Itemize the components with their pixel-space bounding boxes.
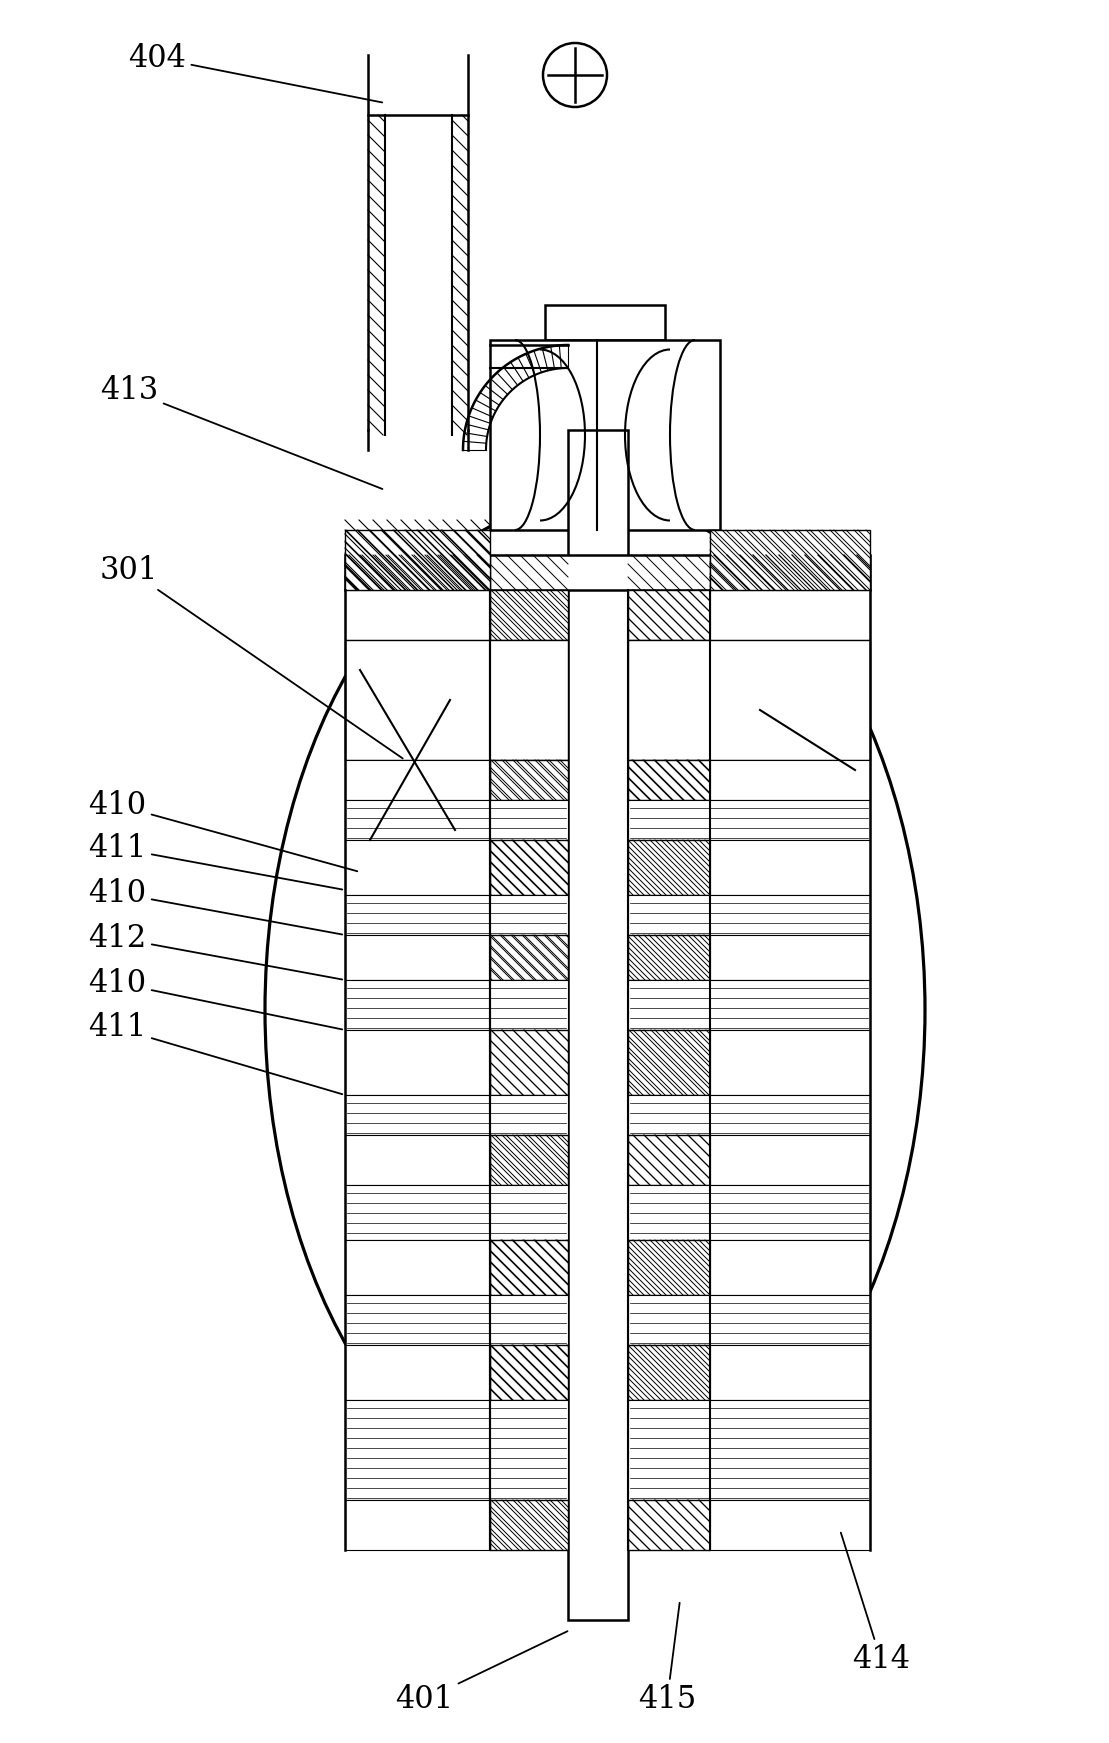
Bar	[710, 1501, 869, 1550]
Bar	[345, 589, 490, 640]
Bar	[628, 1095, 869, 1135]
Bar	[628, 1501, 710, 1550]
Text: 412: 412	[88, 922, 343, 980]
Bar	[345, 554, 869, 589]
Bar	[490, 1239, 568, 1295]
Bar	[628, 800, 869, 840]
Bar	[490, 589, 568, 640]
Bar	[628, 1185, 869, 1239]
Bar	[628, 894, 869, 934]
Bar	[490, 1030, 568, 1095]
Bar	[490, 1501, 568, 1550]
Bar	[345, 980, 568, 1030]
Bar	[628, 1346, 710, 1400]
Bar	[628, 589, 710, 640]
Bar	[710, 530, 869, 589]
Text: 415: 415	[638, 1604, 696, 1715]
Bar	[710, 589, 869, 640]
Bar	[345, 840, 490, 894]
Bar	[628, 640, 869, 760]
Text: 401: 401	[395, 1631, 568, 1715]
Text: 411: 411	[88, 1013, 343, 1095]
Bar	[345, 1185, 568, 1239]
Bar	[490, 840, 568, 894]
Bar	[345, 530, 490, 589]
Bar	[345, 760, 490, 800]
Text: 414: 414	[841, 1532, 910, 1675]
Bar	[490, 934, 568, 980]
Bar	[628, 934, 710, 980]
Bar	[345, 1501, 490, 1550]
Bar	[345, 1095, 568, 1135]
Bar	[345, 1346, 490, 1400]
Bar	[490, 340, 720, 530]
Bar	[710, 1346, 869, 1400]
Text: 411: 411	[88, 833, 343, 889]
Text: 410: 410	[88, 967, 343, 1030]
Text: 410: 410	[88, 877, 343, 934]
Bar	[345, 894, 568, 934]
Bar	[628, 840, 710, 894]
Bar	[345, 640, 568, 760]
Bar	[490, 760, 568, 800]
Bar	[345, 1295, 568, 1346]
Bar	[345, 1030, 490, 1095]
Bar	[490, 1346, 568, 1400]
Bar	[490, 1135, 568, 1185]
Text: 410: 410	[88, 790, 357, 872]
Bar	[628, 1400, 869, 1501]
Text: 404: 404	[128, 42, 383, 103]
Bar	[710, 1239, 869, 1295]
Bar	[628, 1030, 710, 1095]
Bar	[710, 554, 869, 589]
Bar	[345, 934, 490, 980]
Bar	[345, 1135, 490, 1185]
Text: 301: 301	[100, 554, 403, 758]
Bar	[345, 800, 568, 840]
Bar	[628, 1295, 869, 1346]
Bar	[545, 305, 665, 340]
Bar	[568, 431, 628, 1619]
Bar	[628, 760, 710, 800]
Text: 413: 413	[100, 375, 383, 490]
Bar	[710, 760, 869, 800]
Bar	[345, 554, 490, 589]
Bar	[345, 1400, 568, 1501]
Bar	[710, 934, 869, 980]
Bar	[710, 840, 869, 894]
Bar	[628, 1239, 710, 1295]
Bar	[710, 1030, 869, 1095]
Bar	[628, 980, 869, 1030]
Bar	[710, 1135, 869, 1185]
Bar	[628, 1135, 710, 1185]
Bar	[345, 1239, 490, 1295]
